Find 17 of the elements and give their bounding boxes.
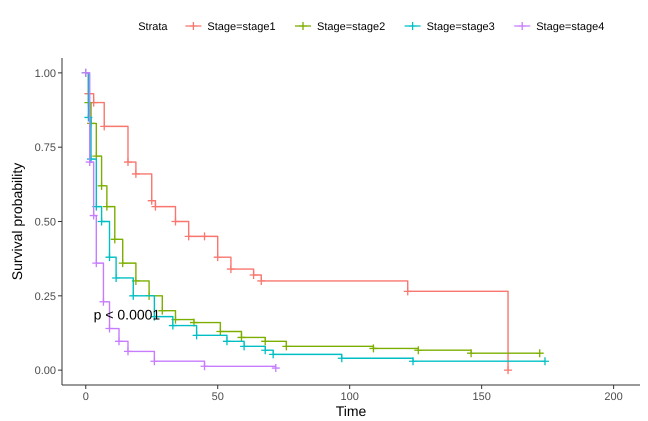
legend-label: Stage=stage3: [426, 21, 495, 33]
legend-title: Strata: [138, 21, 168, 33]
y-tick-label: 0.00: [34, 365, 56, 378]
x-tick-label: 150: [472, 391, 491, 403]
y-tick-label: 1.00: [34, 68, 56, 80]
y-tick-label: 0.25: [34, 290, 56, 303]
y-tick-label: 0.50: [34, 216, 56, 228]
x-tick-label: 0: [82, 391, 89, 403]
y-axis-title: Survival probability: [9, 162, 25, 280]
x-axis-title: Time: [336, 403, 367, 419]
y-tick-label: 0.75: [34, 142, 56, 154]
legend-label: Stage=stage2: [317, 21, 386, 33]
x-tick-label: 200: [604, 391, 623, 403]
x-tick-label: 50: [212, 391, 224, 403]
legend-label: Stage=stage4: [536, 21, 604, 33]
legend-label: Stage=stage1: [207, 21, 276, 33]
x-tick-label: 100: [340, 391, 359, 403]
